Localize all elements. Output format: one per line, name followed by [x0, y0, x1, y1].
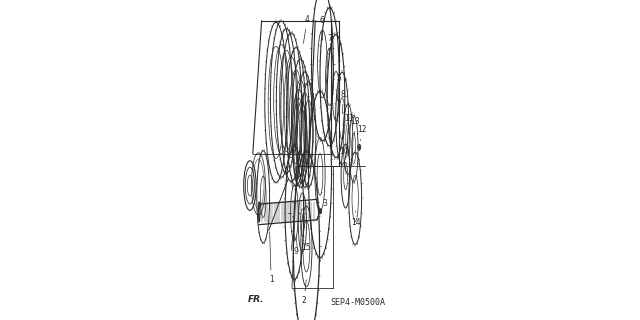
Text: 8: 8 [341, 90, 346, 114]
Text: SEP4-M0500A: SEP4-M0500A [330, 298, 385, 307]
Text: 3: 3 [322, 192, 327, 208]
Text: 11: 11 [344, 114, 353, 133]
Text: 10: 10 [339, 148, 349, 172]
Text: 15: 15 [301, 235, 311, 252]
Text: 2: 2 [301, 280, 307, 305]
Text: 4: 4 [303, 15, 310, 44]
Text: FR.: FR. [248, 295, 264, 304]
Text: 12: 12 [357, 125, 367, 141]
Text: 9: 9 [293, 235, 298, 256]
Text: 13: 13 [350, 117, 360, 136]
Text: 5: 5 [337, 74, 341, 101]
Text: 1: 1 [269, 232, 273, 284]
Text: 6: 6 [319, 16, 324, 40]
Text: 14: 14 [351, 211, 360, 227]
Text: 7: 7 [328, 34, 332, 56]
